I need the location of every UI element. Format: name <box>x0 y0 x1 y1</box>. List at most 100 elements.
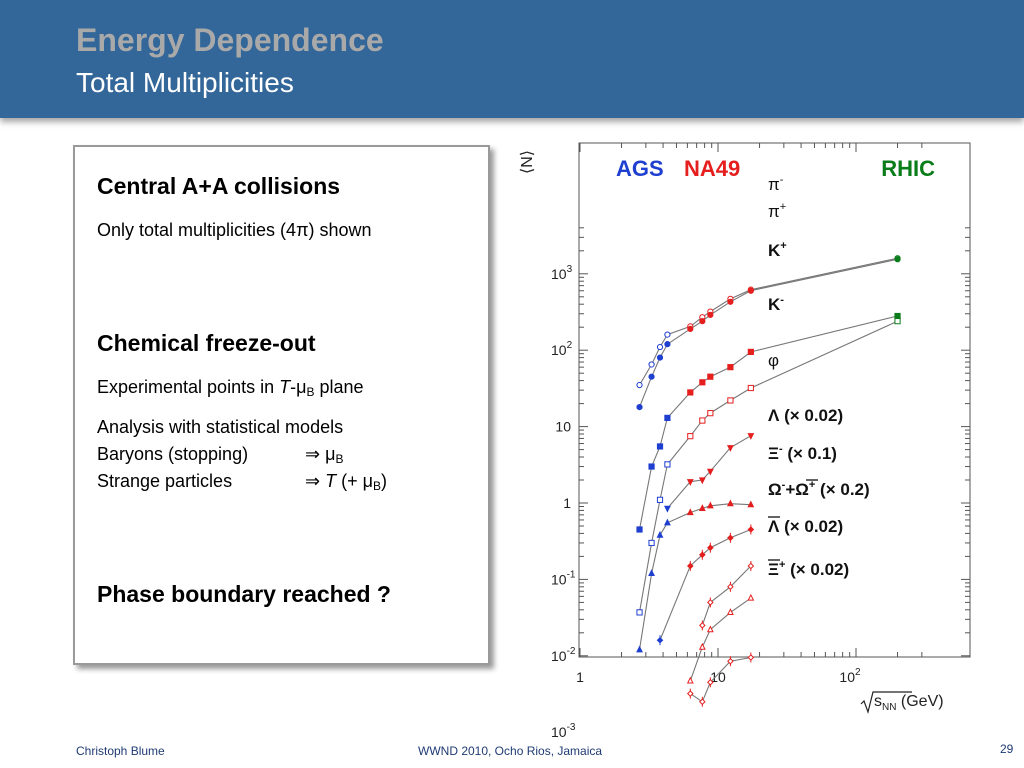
data-point <box>656 343 664 351</box>
x-tick-label: 102 <box>839 667 861 685</box>
symbol-mu: (+ μ <box>336 471 373 491</box>
page-number: 29 <box>1000 742 1014 756</box>
heading-collisions: Central A+A collisions <box>97 173 341 199</box>
text-analysis: Analysis with statistical models <box>97 417 344 437</box>
series-line <box>689 597 752 682</box>
data-point <box>687 323 694 330</box>
text-multiplicities: Only total multiplicities (4π) shown <box>97 220 372 240</box>
symbol-T: T <box>325 471 337 491</box>
data-point <box>699 379 706 386</box>
data-point <box>686 479 694 486</box>
data-point <box>699 551 706 559</box>
data-point <box>747 433 755 440</box>
series-label: π- <box>768 174 784 194</box>
data-point <box>656 443 664 450</box>
y-tick-label: 1 <box>563 495 571 511</box>
series-label: K+ <box>768 240 787 260</box>
series-line <box>638 503 751 650</box>
x-tick-label: 10 <box>710 669 726 685</box>
data-point <box>747 526 755 533</box>
y-tick-label: 10 <box>555 419 571 435</box>
arrow-symbol: ⇒ μ <box>305 444 336 464</box>
text-experimental-points: Experimental points in T-μB plane <box>97 377 364 399</box>
data-point <box>656 530 664 538</box>
data-point <box>664 461 671 468</box>
data-point-rhic <box>894 256 901 263</box>
subscript-B: B <box>306 385 315 399</box>
data-point <box>648 463 655 470</box>
data-point <box>707 373 714 380</box>
data-point <box>707 311 714 318</box>
data-point <box>664 505 671 513</box>
data-point <box>707 410 714 417</box>
data-point <box>726 499 734 507</box>
data-point <box>727 583 734 591</box>
data-point <box>747 287 754 294</box>
data-point <box>698 477 706 485</box>
y-tick-label: 10-2 <box>551 646 576 664</box>
heading-phase-boundary: Phase boundary reached ? <box>97 581 391 607</box>
heading-freeze-out: Chemical freeze-out <box>97 330 316 356</box>
data-point <box>747 593 755 601</box>
series-line <box>639 257 898 386</box>
series-line <box>638 320 898 613</box>
data-point <box>707 678 714 686</box>
data-point <box>656 354 664 361</box>
data-point <box>636 381 643 389</box>
series-label: Ξ- (× 0.1) <box>768 443 837 463</box>
series-line <box>666 435 752 509</box>
data-point <box>727 298 734 305</box>
text-baryons: Baryons (stopping) ⇒ μB <box>97 444 343 466</box>
data-point <box>636 609 643 616</box>
data-point <box>706 501 714 509</box>
data-point <box>687 433 694 440</box>
data-point <box>747 286 754 293</box>
data-point <box>648 539 655 547</box>
y-tick-label: 103 <box>551 264 573 282</box>
series-line <box>689 656 751 703</box>
y-tick-label: 10-1 <box>551 569 576 587</box>
data-point <box>687 690 694 697</box>
series-line <box>638 258 898 408</box>
data-point <box>656 496 664 503</box>
data-point <box>707 544 714 552</box>
series-label: Λ (× 0.02) <box>768 517 843 536</box>
x-tick-label: 1 <box>576 669 584 685</box>
series-label: π+ <box>768 201 786 221</box>
data-point <box>747 348 754 356</box>
footer-event: WWND 2010, Ocho Rios, Jamaica <box>418 744 603 758</box>
data-point <box>747 384 754 392</box>
data-point <box>726 445 734 452</box>
plot-frame <box>578 142 971 658</box>
data-point <box>656 636 664 644</box>
series-label: φ <box>768 351 779 370</box>
data-point <box>699 417 706 424</box>
data-point <box>699 622 706 629</box>
experiment-label-na49: NA49 <box>684 156 740 181</box>
data-point <box>636 403 643 411</box>
data-point <box>727 295 734 302</box>
data-point <box>707 599 714 606</box>
series-label: K- <box>768 294 784 314</box>
data-point <box>727 364 734 371</box>
series-label: Ω-+Ω+ (× 0.2) <box>768 479 870 499</box>
x-axis-label: sNN (GeV) <box>874 693 944 713</box>
data-point-rhic <box>894 318 901 325</box>
text-box: Central A+A collisions Only total multip… <box>73 145 490 665</box>
experiment-label-rhic: RHIC <box>881 156 935 181</box>
paren-close: ) <box>381 471 387 491</box>
data-point <box>664 341 671 348</box>
data-point <box>648 569 655 576</box>
data-point <box>687 389 694 396</box>
y-tick-label: 10-3 <box>551 722 576 740</box>
data-point <box>698 642 706 650</box>
subscript-B: B <box>335 452 344 466</box>
data-point <box>706 625 714 633</box>
text-fragment: Experimental points in <box>97 377 280 397</box>
data-point <box>747 562 755 570</box>
data-point <box>747 654 755 661</box>
data-point <box>664 518 671 526</box>
data-point <box>648 361 655 368</box>
data-point <box>664 414 671 421</box>
symbol-T: T <box>279 377 291 397</box>
